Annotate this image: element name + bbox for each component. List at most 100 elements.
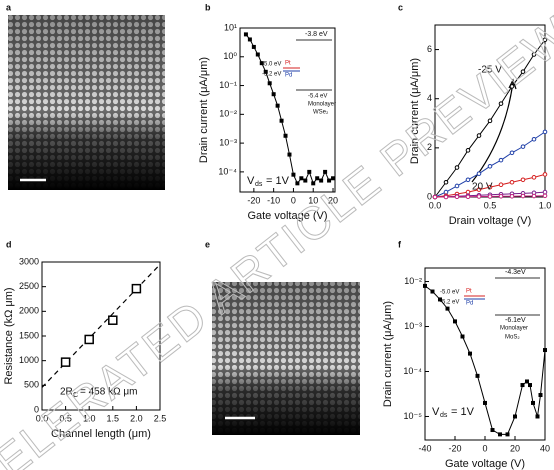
- marker: [291, 172, 296, 177]
- marker: [323, 169, 328, 174]
- x-tick-label: 0.0: [429, 200, 442, 210]
- y-tick-label: 10¹: [224, 22, 237, 32]
- marker: [454, 183, 460, 189]
- energy-diagram-b: [283, 39, 332, 91]
- marker: [476, 171, 482, 176]
- annotation: MoS₂: [505, 335, 520, 341]
- marker: [498, 101, 504, 106]
- marker: [275, 103, 280, 108]
- marker: [445, 306, 450, 311]
- y-axis-label: Drain current (μA/μm): [382, 301, 394, 407]
- y-tick-label: 10⁻⁵: [404, 411, 423, 421]
- x-tick-label: 2.0: [130, 413, 143, 423]
- marker: [542, 129, 548, 135]
- marker: [542, 172, 548, 177]
- marker: [476, 133, 482, 138]
- marker: [531, 175, 537, 180]
- annotation: WSe₂: [313, 110, 329, 116]
- marker: [476, 194, 482, 199]
- marker: [487, 118, 493, 124]
- annotation: -5.2 eV: [440, 300, 459, 306]
- marker: [543, 348, 547, 353]
- y-tick-label: 0: [34, 404, 39, 414]
- x-tick-label: 2.5: [154, 413, 167, 423]
- marker: [327, 178, 332, 183]
- panel-label: b: [205, 2, 211, 12]
- micrograph-a: [8, 15, 165, 190]
- marker: [509, 179, 515, 185]
- marker: [443, 179, 449, 185]
- marker: [509, 84, 515, 89]
- marker: [443, 189, 449, 195]
- annotation: = 458 kΩ μm: [80, 387, 137, 398]
- marker: [255, 52, 260, 57]
- marker: [299, 176, 304, 181]
- marker: [465, 177, 471, 183]
- panel-label: a: [6, 2, 12, 12]
- y-tick-label: 3000: [19, 256, 39, 266]
- x-tick-label: 0.0: [36, 413, 49, 423]
- panel-label: f: [398, 239, 402, 249]
- x-tick-label: -20: [247, 195, 260, 205]
- plot-frame: [239, 27, 336, 193]
- y-tick-label: 2000: [19, 306, 39, 316]
- marker: [423, 283, 427, 288]
- marker: [279, 118, 284, 123]
- x-tick-label: 1.0: [83, 413, 96, 423]
- marker: [453, 319, 457, 324]
- y-tick-label: 10⁻³: [404, 321, 422, 331]
- x-tick-label: 0.5: [484, 200, 497, 210]
- marker: [476, 187, 482, 192]
- y-tick-label: 6: [427, 44, 432, 54]
- annotation: -4.3eV: [505, 269, 526, 276]
- marker: [84, 334, 94, 345]
- marker: [331, 176, 336, 181]
- marker: [465, 189, 471, 195]
- marker: [509, 150, 515, 156]
- marker: [520, 69, 526, 74]
- y-tick-label: 10⁻²: [219, 109, 237, 119]
- x-axis-label: Channel length (μm): [51, 428, 151, 440]
- x-tick-label: -40: [418, 443, 431, 453]
- marker: [531, 193, 537, 199]
- annotation: -6.1eV: [505, 317, 526, 324]
- annotation: C: [73, 392, 78, 399]
- x-tick-label: 40: [540, 443, 550, 453]
- annotation: -3.8 eV: [305, 31, 328, 38]
- marker: [468, 351, 472, 356]
- y-tick-label: 1500: [19, 330, 39, 340]
- annotation: Pt: [285, 61, 291, 67]
- marker: [509, 193, 515, 199]
- y-tick-label: 2: [427, 142, 432, 152]
- y-axis-label: Resistance (kΩ μm): [3, 287, 15, 384]
- marker: [259, 61, 264, 66]
- marker: [535, 414, 540, 419]
- y-tick-label: 10⁻³: [219, 137, 237, 147]
- y-tick-label: 10⁻¹: [219, 80, 237, 90]
- marker: [303, 178, 308, 183]
- marker: [465, 148, 471, 153]
- marker: [487, 194, 493, 199]
- annotation: = 1V: [266, 175, 290, 187]
- marker: [443, 194, 449, 200]
- marker: [542, 189, 548, 195]
- panel-label: c: [398, 2, 403, 12]
- marker: [483, 400, 487, 405]
- marker: [487, 163, 493, 169]
- marker: [251, 44, 256, 49]
- marker: [307, 169, 312, 174]
- annotation: ds: [440, 412, 448, 419]
- x-axis-label: Gate voltage (V): [445, 458, 525, 470]
- marker: [465, 194, 471, 200]
- x-tick-label: -10: [267, 195, 280, 205]
- marker: [505, 432, 510, 437]
- annotation: Monolayer: [500, 326, 528, 332]
- x-tick-label: 10: [308, 195, 318, 205]
- marker: [295, 181, 300, 186]
- marker: [432, 194, 438, 200]
- marker: [528, 383, 532, 388]
- marker: [490, 428, 495, 433]
- x-tick-label: -20: [448, 443, 461, 453]
- marker: [430, 289, 435, 294]
